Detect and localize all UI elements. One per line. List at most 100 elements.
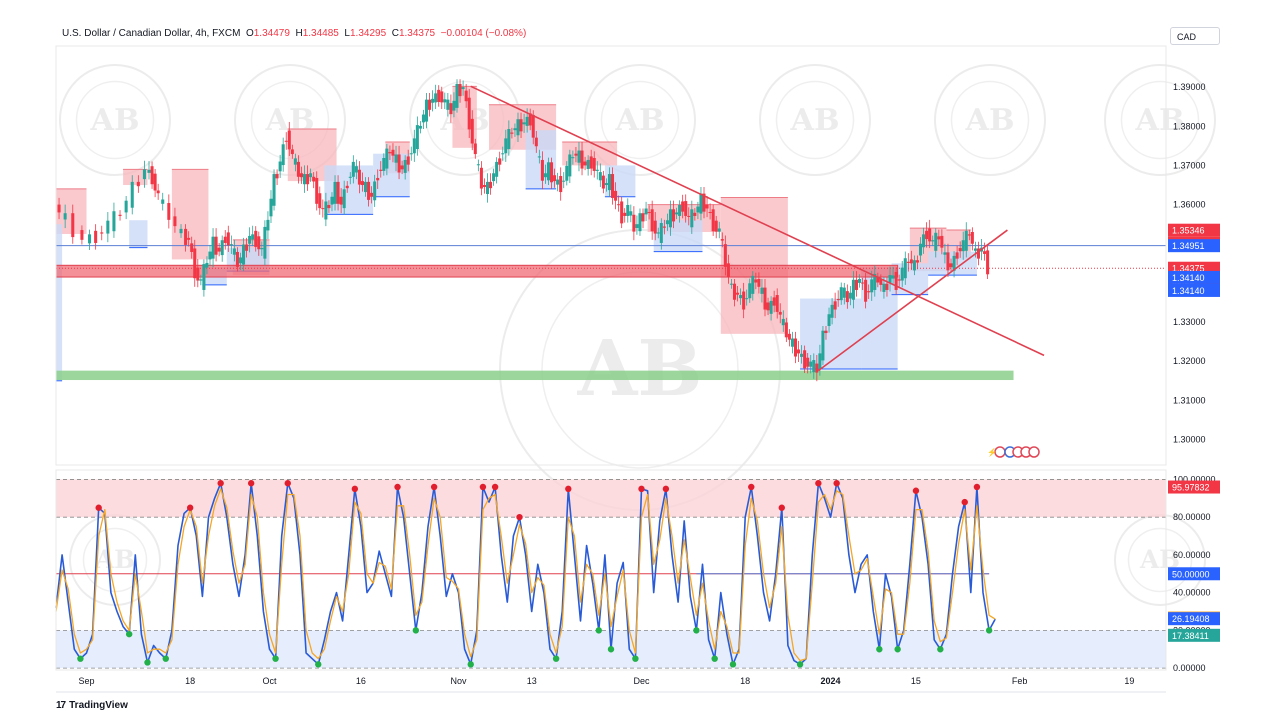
candle-body <box>909 259 913 264</box>
candle-body <box>501 153 505 155</box>
candle-body <box>656 232 660 234</box>
watermark-ring <box>584 64 696 176</box>
candle-body <box>394 154 398 163</box>
candle-body <box>251 234 255 240</box>
candle-body <box>687 215 691 217</box>
candle-body <box>931 240 935 242</box>
candle-body <box>464 90 468 102</box>
close-label: C <box>391 28 399 39</box>
price-label-text: 1.34140 <box>1172 286 1205 296</box>
candle-body <box>815 363 819 373</box>
candle-body <box>443 99 447 103</box>
currency-button[interactable]: CAD <box>1170 27 1220 45</box>
watermark-inner-ring <box>75 80 155 160</box>
watermark-initials: AB <box>89 103 139 138</box>
oversold-marker <box>937 646 944 653</box>
watermark-initials: AB <box>789 103 839 138</box>
price-label-text: 1.34375 <box>1172 264 1205 274</box>
candle-body <box>287 130 291 150</box>
candle-body <box>479 167 483 189</box>
candle-body <box>556 179 560 185</box>
candle-body <box>376 177 380 181</box>
overbought-marker <box>217 480 224 487</box>
candle-body <box>367 181 371 200</box>
resistance-box <box>123 169 148 186</box>
candle-body <box>589 156 593 169</box>
price-pane-frame <box>55 45 1167 466</box>
candle-body <box>412 138 416 154</box>
candle-body <box>559 176 563 193</box>
open-value: 1.34479 <box>253 28 290 39</box>
price-pane[interactable]: ⚡ <box>55 79 1166 458</box>
candle-body <box>620 201 624 224</box>
candle-body <box>327 204 331 209</box>
candle-body <box>226 232 230 246</box>
brand-label: TradingView <box>69 700 128 711</box>
price-label-text: 1.35346 <box>1172 226 1205 236</box>
candle-body <box>217 247 221 252</box>
candle-body <box>540 159 544 181</box>
candle-body <box>601 175 605 189</box>
candle-body <box>94 230 98 243</box>
event-lightning-icon: ⚡ <box>987 447 997 457</box>
candle-body <box>961 240 965 252</box>
candle-body <box>112 211 116 232</box>
price-label-text: 95.97832 <box>1172 483 1210 493</box>
close-value: 1.34375 <box>398 28 436 39</box>
candle-body <box>845 291 849 303</box>
candle-body <box>894 271 898 290</box>
watermark-ring <box>1104 64 1216 176</box>
candle-body <box>629 211 633 216</box>
oversold-marker <box>711 655 718 662</box>
candle-body <box>476 164 480 166</box>
candle-body <box>681 201 685 212</box>
osc-tick-label: 60.00000 <box>1173 550 1211 560</box>
candle-body <box>263 226 267 259</box>
candle-body <box>156 190 160 194</box>
candle-body <box>80 230 84 240</box>
candle-body <box>781 318 785 326</box>
candle-body <box>458 83 462 97</box>
candle-body <box>976 248 980 259</box>
candle-body <box>623 212 627 216</box>
candle-body <box>208 251 212 260</box>
candle-body <box>684 201 688 216</box>
candle-body <box>470 118 474 144</box>
academy-watermark: ABABABABABABABABABAB <box>59 64 1216 606</box>
oversold-marker <box>77 655 84 662</box>
candle-body <box>617 204 621 206</box>
candle-body <box>726 263 730 278</box>
candle-body <box>388 152 392 154</box>
price-label-text: 17.38411 <box>1172 631 1209 641</box>
candle-body <box>516 119 520 136</box>
oversold-marker <box>985 627 993 634</box>
candle-body <box>440 91 444 103</box>
candle-body <box>918 243 923 256</box>
price-label-box <box>1168 223 1220 237</box>
price-tick-label: 1.30000 <box>1173 435 1206 445</box>
trendline <box>470 85 1045 357</box>
candle-body <box>223 236 227 243</box>
candle-body <box>946 252 950 271</box>
candle-body <box>778 311 782 315</box>
candle-body <box>403 159 407 173</box>
overbought-marker <box>912 487 920 494</box>
candle-body <box>293 158 297 165</box>
oversold-marker <box>595 627 603 634</box>
candle-body <box>360 181 364 186</box>
tradingview-brand[interactable]: 17 TradingView <box>56 700 128 711</box>
candle-body <box>870 279 874 293</box>
low-label: L <box>344 28 350 39</box>
candle-body <box>342 189 346 209</box>
candle-body <box>867 291 871 293</box>
green-zone <box>56 370 1014 381</box>
candle-body <box>354 166 358 173</box>
stochastic-pane[interactable] <box>55 479 1166 669</box>
candle-body <box>196 267 200 281</box>
candle-body <box>173 216 177 227</box>
overbought-marker <box>748 483 755 491</box>
price-tick-label: 1.33000 <box>1173 317 1206 327</box>
candle-body <box>136 181 140 187</box>
high-value: 1.34485 <box>302 28 339 39</box>
